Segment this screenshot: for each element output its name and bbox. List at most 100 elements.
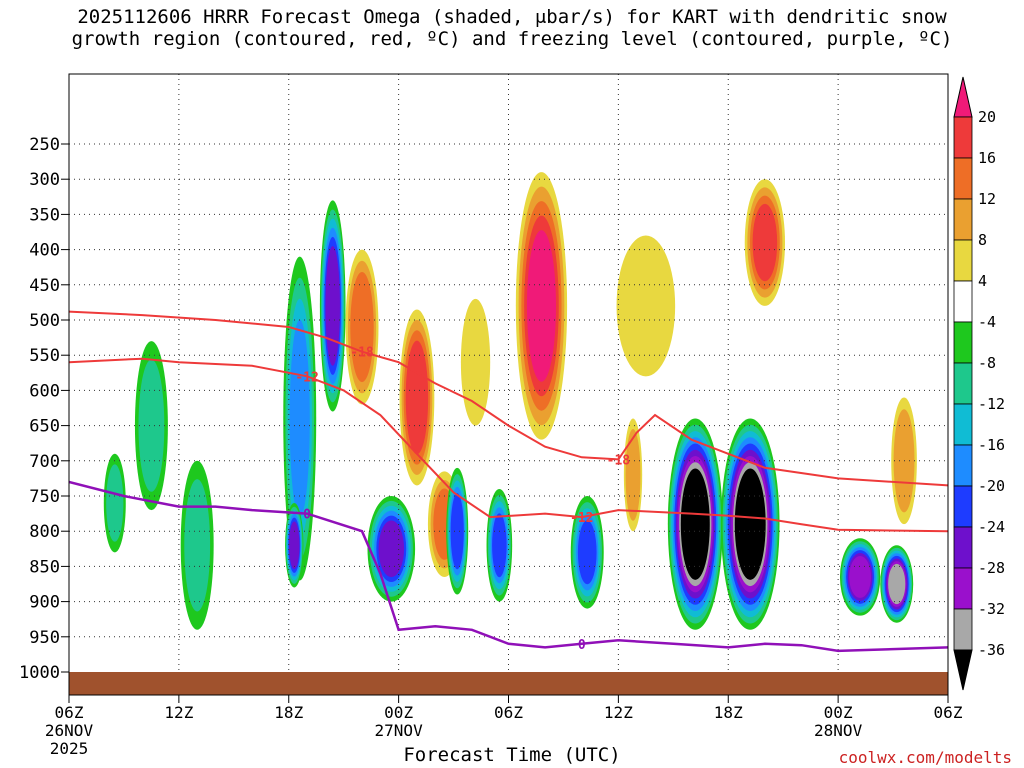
ytick-label-300: 300	[29, 170, 60, 190]
colorbar-swatch-12	[953, 567, 973, 610]
colorbar-label-2: 12	[978, 190, 996, 208]
ytick-label-450: 450	[29, 276, 60, 296]
chart-title: 2025112606 HRRR Forecast Omega (shaded, …	[0, 6, 1024, 50]
ytick-label-1000: 1000	[19, 663, 60, 683]
ytick-label-550: 550	[29, 346, 60, 366]
colorbar-label-0: 20	[978, 108, 996, 126]
colorbar-label-13: -36	[978, 641, 1005, 659]
colorbar-swatch-4	[953, 239, 973, 282]
site-credit: coolwx.com/modelts	[838, 748, 1012, 767]
colorbar-swatch-11	[953, 526, 973, 569]
ytick-label-900: 900	[29, 593, 60, 613]
colorbar-label-7: -12	[978, 395, 1005, 413]
dgz-contour-12-label-1: -12	[570, 511, 593, 526]
xtick-date-0: 26NOV	[45, 721, 94, 740]
colorbar-swatch-3	[953, 198, 973, 241]
colorbar-swatch-8	[953, 403, 973, 446]
colorbar-swatch-5	[953, 280, 973, 323]
colorbar-label-11: -28	[978, 559, 1005, 577]
ytick-label-750: 750	[29, 487, 60, 507]
omega-blob-13	[526, 230, 556, 382]
xtick-label-24: 06Z	[494, 703, 523, 722]
colorbar-swatch-10	[953, 485, 973, 528]
freezing-level-contour-label-1: 0	[578, 638, 586, 653]
title-line-2: growth region (contoured, red, ºC) and f…	[71, 28, 953, 50]
colorbar-bottom-arrow	[953, 649, 973, 691]
title-line-1: 2025112606 HRRR Forecast Omega (shaded, …	[77, 6, 947, 28]
ytick-label-350: 350	[29, 205, 60, 225]
freezing-level-contour-label-0: 0	[303, 508, 311, 523]
xtick-label-6: 12Z	[164, 703, 193, 722]
dgz-contour-18-label-1: -18	[607, 453, 631, 468]
omega-blob-21	[888, 563, 906, 605]
x-axis-title: Forecast Time (UTC)	[403, 744, 621, 766]
colorbar-top-arrow	[953, 76, 973, 118]
dgz-contour-18-line	[69, 310, 948, 487]
colorbar-label-8: -16	[978, 436, 1005, 454]
omega-blob-6	[350, 271, 374, 383]
ytick-label-400: 400	[29, 241, 60, 261]
freezing-level-contour-line	[69, 480, 948, 653]
omega-blob-4	[289, 521, 300, 570]
omega-blob-5	[325, 246, 340, 366]
colorbar-legend: 20 16 12 8 4 -4 -8 -12 -16 -20 -24 -28 -32 -36	[953, 76, 1005, 691]
ytick-label-800: 800	[29, 522, 60, 542]
colorbar-swatch-1	[953, 116, 973, 159]
ytick-label-950: 950	[29, 628, 60, 648]
omega-blob-19	[752, 203, 778, 282]
ytick-label-650: 650	[29, 417, 60, 437]
omega-blob-0	[106, 464, 124, 542]
ytick-label-600: 600	[29, 381, 60, 401]
omega-blob-15	[625, 429, 641, 521]
xtick-label-18: 00Z	[384, 703, 413, 722]
y-axis-pressure: 250 300 350 400 450 500 550 600 650 700 750 800 850 9…	[19, 135, 69, 683]
colorbar-label-5: -4	[978, 313, 996, 331]
omega-blob-20	[849, 556, 872, 598]
xtick-label-36: 18Z	[714, 703, 743, 722]
omega-blob-10	[450, 493, 464, 570]
omega-blob-3	[289, 319, 310, 518]
omega-blob-12	[460, 298, 491, 426]
colorbar-swatch-2	[953, 157, 973, 200]
colorbar-swatch-13	[953, 608, 973, 651]
omega-blob-1	[138, 359, 165, 492]
omega-blob-2	[184, 479, 211, 612]
ytick-label-850: 850	[29, 557, 60, 577]
colorbar-label-6: -8	[978, 354, 996, 372]
colorbar-swatch-7	[953, 362, 973, 405]
ytick-label-700: 700	[29, 452, 60, 472]
xtick-label-30: 12Z	[604, 703, 633, 722]
xtick-label-48: 06Z	[934, 703, 963, 722]
colorbar-label-4: 4	[978, 272, 987, 290]
omega-blob-17	[680, 468, 710, 580]
omega-blob-8	[405, 340, 429, 455]
omega-blob-16	[616, 235, 676, 377]
dgz-contour-12-label-0: -12	[295, 370, 318, 385]
contours: -18 -18 -12 -12 0 0	[69, 310, 948, 653]
colorbar-label-10: -24	[978, 518, 1005, 536]
omega-blob-11	[492, 513, 507, 578]
xtick-year-0: 2025	[50, 739, 89, 758]
omega-blob-14	[577, 520, 597, 585]
colorbar-swatch-9	[953, 444, 973, 487]
dgz-contour-18-label-0: -18	[350, 346, 374, 361]
colorbar-label-1: 16	[978, 149, 996, 167]
xtick-date-42: 28NOV	[814, 721, 863, 740]
colorbar-label-9: -20	[978, 477, 1005, 495]
xtick-label-0: 06Z	[55, 703, 84, 722]
xtick-label-42: 00Z	[824, 703, 853, 722]
colorbar-label-12: -32	[978, 600, 1005, 618]
colorbar-swatch-6	[953, 321, 973, 364]
ytick-label-250: 250	[29, 135, 60, 155]
xtick-date-18: 27NOV	[375, 721, 424, 740]
colorbar-label-3: 8	[978, 231, 987, 249]
omega-blob-7	[378, 520, 405, 578]
ground-below-surface	[69, 672, 948, 695]
omega-blob-18	[734, 468, 766, 580]
xtick-label-12: 18Z	[274, 703, 303, 722]
dgz-contour-12-line	[69, 357, 948, 533]
ytick-label-500: 500	[29, 311, 60, 331]
omega-shading	[103, 172, 917, 630]
